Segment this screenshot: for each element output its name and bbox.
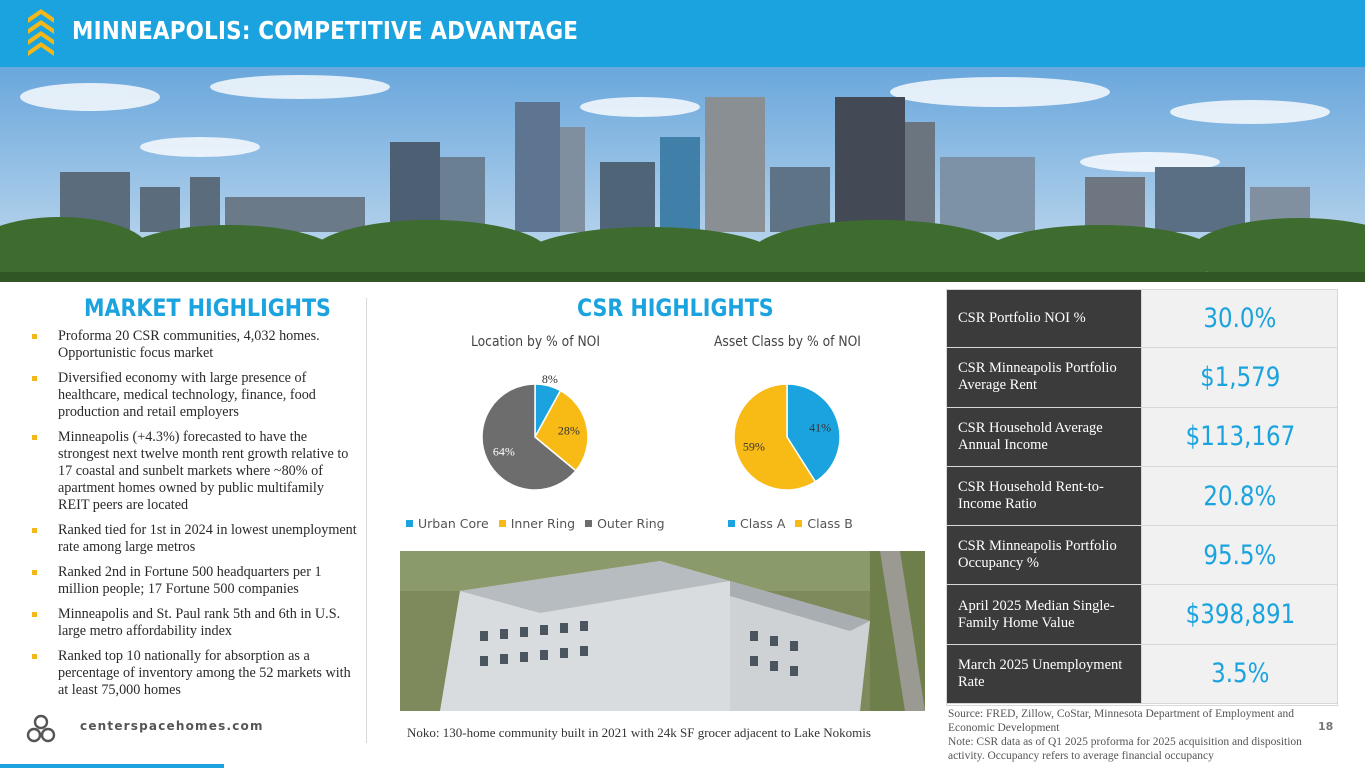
list-item: Minneapolis (+4.3%) forecasted to have t… [32, 429, 357, 514]
pie-slice-class-b [733, 383, 817, 491]
legend-label: Urban Core [418, 516, 489, 531]
centerspace-logo-icon [26, 714, 56, 743]
website-url[interactable]: centerspacehomes.com [80, 719, 264, 733]
asset-class-pie-chart: 41% 59% [733, 383, 841, 491]
legend-swatch [498, 520, 506, 527]
source-note: Source: FRED, Zillow, CoStar, Minnesota … [948, 708, 1294, 734]
list-item: Proforma 20 CSR communities, 4,032 homes… [32, 328, 357, 362]
location-chart-title: Location by % of NOI [471, 334, 601, 350]
legend-item: Outer Ring [585, 516, 665, 531]
asset-class-chart-legend: Class A Class B [728, 516, 853, 531]
stats-table: CSR Portfolio NOI % 30.0% CSR Minneapoli… [946, 289, 1338, 705]
skyline-photo [0, 67, 1365, 282]
stat-label: March 2025 Unemployment Rate [946, 644, 1142, 704]
stat-label: CSR Household Average Annual Income [946, 407, 1142, 466]
pie-data-label: 59% [743, 440, 765, 454]
section-divider [366, 298, 367, 743]
legend-swatch [728, 520, 735, 527]
stat-value: 3.5% [1142, 644, 1338, 704]
list-item: Ranked top 10 nationally for absorption … [32, 648, 357, 699]
pie-slice-outer-ring [481, 383, 577, 491]
stat-label: April 2025 Median Single-Family Home Val… [946, 585, 1142, 644]
list-item: Minneapolis and St. Paul rank 5th and 6t… [32, 606, 357, 640]
legend-label: Class A [740, 516, 786, 531]
stat-value: $398,891 [1142, 585, 1338, 644]
stat-value: $113,167 [1142, 407, 1338, 466]
list-item: Ranked tied for 1st in 2024 in lowest un… [32, 522, 357, 556]
stat-label: CSR Minneapolis Portfolio Occupancy % [946, 526, 1142, 585]
legend-swatch [795, 520, 803, 527]
footer-accent-bar [0, 764, 224, 768]
asset-class-chart-title: Asset Class by % of NOI [714, 334, 861, 350]
page-number: 18 [1318, 720, 1334, 733]
stat-value: $1,579 [1142, 348, 1338, 407]
stat-value: 95.5% [1142, 526, 1338, 585]
market-highlights-list: Proforma 20 CSR communities, 4,032 homes… [32, 328, 357, 707]
location-chart-legend: Urban Core Inner Ring Outer Ring [406, 516, 665, 531]
table-row: CSR Household Rent-to-Income Ratio 20.8% [946, 466, 1338, 527]
stat-value: 20.8% [1142, 466, 1338, 526]
chevron-logo-icon [28, 9, 54, 56]
stat-label: CSR Portfolio NOI % [946, 289, 1142, 348]
header-bar: MINNEAPOLIS: COMPETITIVE ADVANTAGE [0, 0, 1365, 67]
table-row: April 2025 Median Single-Family Home Val… [946, 585, 1338, 645]
stat-label: CSR Minneapolis Portfolio Average Rent [946, 348, 1142, 407]
stat-label: CSR Household Rent-to-Income Ratio [946, 466, 1142, 526]
source-notes: Source: FRED, Zillow, CoStar, Minnesota … [948, 707, 1328, 763]
pie-data-label: 28% [558, 424, 580, 438]
legend-item: Urban Core [406, 516, 489, 531]
table-row: CSR Minneapolis Portfolio Average Rent $… [946, 348, 1338, 408]
table-row: March 2025 Unemployment Rate 3.5% [946, 644, 1338, 705]
pie-data-label: 41% [809, 420, 831, 434]
table-row: CSR Household Average Annual Income $113… [946, 407, 1338, 467]
legend-item: Inner Ring [498, 516, 576, 531]
legend-label: Inner Ring [510, 516, 576, 531]
table-row: CSR Minneapolis Portfolio Occupancy % 95… [946, 526, 1338, 586]
photo-caption: Noko: 130-home community built in 2021 w… [407, 725, 871, 740]
table-row: CSR Portfolio NOI % 30.0% [946, 289, 1338, 349]
legend-item: Class B [795, 516, 853, 531]
legend-item: Class A [728, 516, 785, 531]
list-item: Diversified economy with large presence … [32, 370, 357, 421]
pie-data-label: 8% [542, 372, 558, 386]
pie-slice-inner-ring [534, 389, 589, 472]
legend-label: Outer Ring [597, 516, 665, 531]
pie-data-label: 64% [493, 445, 515, 459]
legend-swatch [406, 520, 413, 527]
noko-community-photo [400, 551, 925, 711]
stat-value: 30.0% [1142, 289, 1338, 348]
list-item: Ranked 2nd in Fortune 500 headquarters p… [32, 564, 357, 598]
legend-label: Class B [807, 516, 853, 531]
market-highlights-title: MARKET HIGHLIGHTS [84, 294, 331, 322]
location-pie-chart: 8% 28% 64% [481, 372, 589, 491]
legend-swatch [585, 520, 593, 527]
page-title: MINNEAPOLIS: COMPETITIVE ADVANTAGE [72, 16, 579, 45]
csr-highlights-title: CSR HIGHLIGHTS [577, 294, 774, 322]
data-note: Note: CSR data as of Q1 2025 proforma fo… [948, 736, 1302, 762]
